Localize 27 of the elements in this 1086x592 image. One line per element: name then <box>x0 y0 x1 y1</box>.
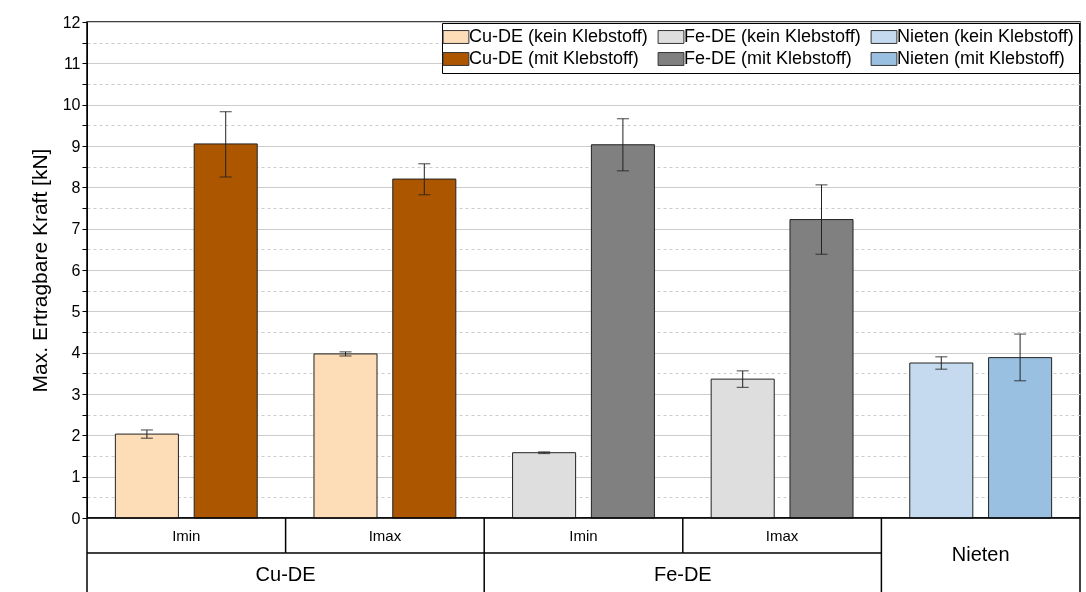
y-tick-label: 9 <box>71 137 81 155</box>
legend-label: Nieten (kein Klebstoff) <box>897 26 1074 46</box>
x-tick-label: Imax <box>368 526 402 544</box>
y-tick-label: 4 <box>71 344 81 362</box>
legend-label: Cu-DE (kein Klebstoff) <box>469 26 648 46</box>
y-tick-label: 8 <box>71 178 81 196</box>
text: Cu-DE <box>255 562 316 585</box>
x-tick-label: Imin <box>172 526 201 544</box>
y-tick-label: 2 <box>71 426 81 444</box>
y-tick-label: 3 <box>71 385 81 403</box>
x-tick-label: Nieten <box>951 543 1010 565</box>
y-axis-title: Max. Ertragbare Kraft [kN] <box>27 148 51 393</box>
x-tick-label: Imin <box>569 526 598 544</box>
y-tick-label: 11 <box>63 54 81 72</box>
y-tick-label: 5 <box>71 302 81 320</box>
y-tick-label: 0 <box>71 509 81 527</box>
y-tick-label: 6 <box>71 261 81 279</box>
y-tick-label: 1 <box>71 468 81 486</box>
legend-label: Fe-DE (kein Klebstoff) <box>684 26 861 46</box>
y-tick-label: 10 <box>62 96 81 114</box>
text: Fe-DE <box>653 562 712 585</box>
legend-label: Fe-DE (mit Klebstoff) <box>684 48 852 68</box>
legend-label: Nieten (mit Klebstoff) <box>897 48 1065 68</box>
x-tick-label: Imax <box>765 526 799 544</box>
y-tick-label: 7 <box>71 220 81 238</box>
legend-label: Cu-DE (mit Klebstoff) <box>469 48 639 68</box>
y-tick-label: 12 <box>62 13 81 31</box>
